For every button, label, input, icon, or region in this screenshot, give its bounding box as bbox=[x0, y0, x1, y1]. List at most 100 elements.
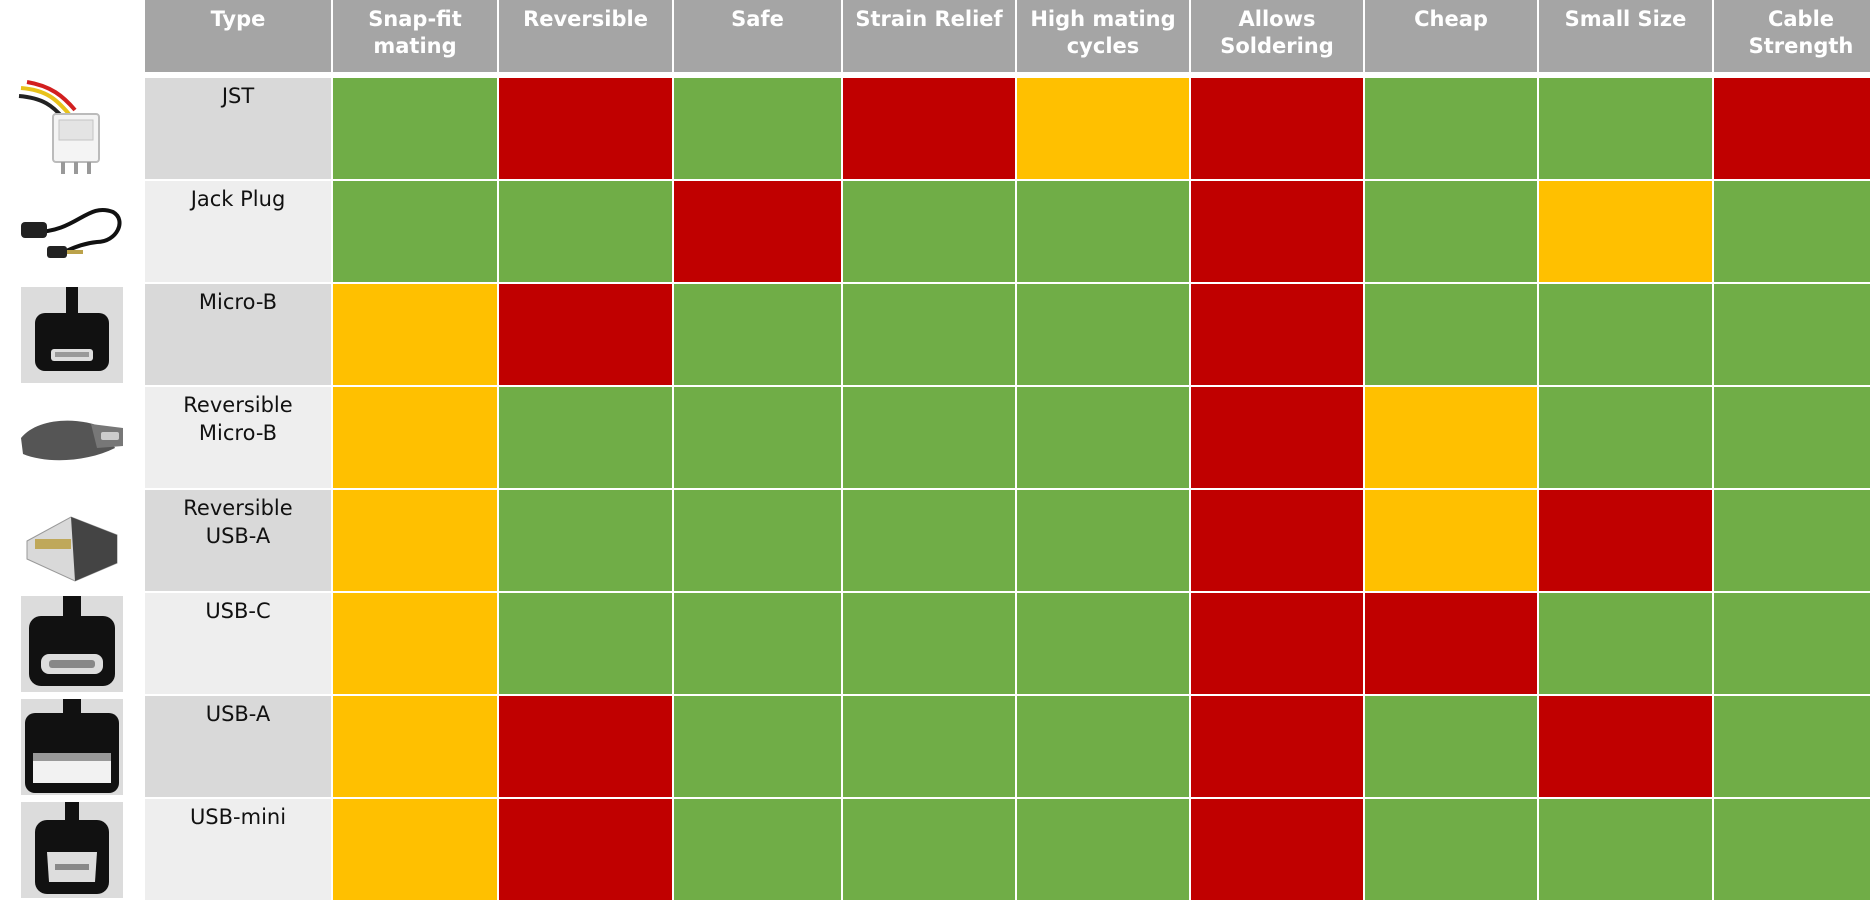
rating-cell-good bbox=[499, 490, 672, 591]
rating-cell-good bbox=[843, 387, 1015, 488]
rating-cell-good bbox=[1017, 284, 1189, 385]
rating-cell-ok bbox=[1365, 490, 1537, 591]
row-type-label: Reversible Micro-B bbox=[145, 387, 331, 488]
connector-thumbnail bbox=[0, 387, 143, 488]
rating-cell-good bbox=[843, 593, 1015, 694]
micro-b-connector-icon bbox=[20, 286, 123, 383]
rating-cell-ok bbox=[333, 387, 497, 488]
rating-cell-ok bbox=[1539, 181, 1712, 282]
column-header-cable-strength: Cable Strength bbox=[1714, 0, 1870, 76]
rating-cell-good bbox=[1714, 799, 1870, 900]
rating-cell-good bbox=[843, 490, 1015, 591]
row-type-label: USB-mini bbox=[145, 799, 331, 900]
rating-cell-good bbox=[499, 593, 672, 694]
rating-cell-good bbox=[674, 799, 841, 900]
usb-a-connector-icon bbox=[20, 698, 123, 795]
rating-cell-good bbox=[1714, 387, 1870, 488]
rating-cell-good bbox=[1714, 593, 1870, 694]
rating-cell-bad bbox=[499, 696, 672, 797]
rating-cell-ok bbox=[1365, 387, 1537, 488]
rating-cell-bad bbox=[1191, 593, 1363, 694]
connector-thumbnail bbox=[0, 696, 143, 797]
column-header-snap-fit-mating: Snap-fit mating bbox=[333, 0, 497, 76]
rating-cell-good bbox=[1539, 387, 1712, 488]
rating-cell-bad bbox=[1191, 490, 1363, 591]
rating-cell-bad bbox=[843, 78, 1015, 179]
row-type-label: JST bbox=[145, 78, 331, 179]
rating-cell-bad bbox=[499, 284, 672, 385]
connector-thumbnail bbox=[0, 284, 143, 385]
rating-cell-ok bbox=[333, 593, 497, 694]
rating-cell-good bbox=[1714, 284, 1870, 385]
rating-cell-good bbox=[333, 78, 497, 179]
rating-cell-good bbox=[674, 696, 841, 797]
rating-cell-good bbox=[674, 593, 841, 694]
rating-cell-good bbox=[843, 181, 1015, 282]
column-header-high-mating-cycles: High mating cycles bbox=[1017, 0, 1189, 76]
row-type-label: USB-C bbox=[145, 593, 331, 694]
row-type-label: Micro-B bbox=[145, 284, 331, 385]
rating-cell-good bbox=[1365, 696, 1537, 797]
column-header-type: Type bbox=[145, 0, 331, 76]
rating-cell-good bbox=[843, 799, 1015, 900]
rating-cell-ok bbox=[333, 799, 497, 900]
rating-cell-bad bbox=[674, 181, 841, 282]
rating-cell-bad bbox=[1714, 78, 1870, 179]
rating-cell-good bbox=[1017, 696, 1189, 797]
jst-connector-icon bbox=[17, 79, 127, 178]
rating-cell-bad bbox=[1191, 181, 1363, 282]
column-header-allows-soldering: Allows Soldering bbox=[1191, 0, 1363, 76]
rating-cell-good bbox=[674, 78, 841, 179]
rating-cell-good bbox=[1017, 593, 1189, 694]
rating-cell-good bbox=[1365, 181, 1537, 282]
rating-cell-bad bbox=[1365, 593, 1537, 694]
connector-thumbnail bbox=[0, 593, 143, 694]
column-header-reversible: Reversible bbox=[499, 0, 672, 76]
row-type-label: Jack Plug bbox=[145, 181, 331, 282]
row-type-label: USB-A bbox=[145, 696, 331, 797]
rating-cell-good bbox=[1365, 799, 1537, 900]
rating-cell-good bbox=[1714, 490, 1870, 591]
usb-mini-connector-icon bbox=[20, 801, 123, 898]
jack-plug-icon bbox=[17, 192, 127, 272]
rating-cell-ok bbox=[333, 696, 497, 797]
connector-thumbnail bbox=[0, 490, 143, 591]
rating-cell-bad bbox=[1539, 490, 1712, 591]
rating-cell-ok bbox=[333, 490, 497, 591]
rating-cell-good bbox=[1017, 799, 1189, 900]
rating-cell-good bbox=[1714, 696, 1870, 797]
column-header-small-size: Small Size bbox=[1539, 0, 1712, 76]
rating-cell-bad bbox=[1191, 284, 1363, 385]
rating-cell-good bbox=[1017, 387, 1189, 488]
rating-cell-good bbox=[843, 284, 1015, 385]
rating-cell-good bbox=[499, 181, 672, 282]
rating-cell-good bbox=[674, 387, 841, 488]
rating-cell-good bbox=[674, 284, 841, 385]
rating-cell-good bbox=[1017, 490, 1189, 591]
connector-thumbnail bbox=[0, 181, 143, 282]
rating-cell-ok bbox=[333, 284, 497, 385]
reversible-usb-a-connector-icon bbox=[17, 499, 127, 583]
rating-cell-bad bbox=[1191, 799, 1363, 900]
rating-cell-good bbox=[333, 181, 497, 282]
rating-cell-bad bbox=[1191, 387, 1363, 488]
rating-cell-good bbox=[674, 490, 841, 591]
usb-c-connector-icon bbox=[20, 595, 123, 692]
rating-cell-bad bbox=[1191, 696, 1363, 797]
column-header-strain-relief: Strain Relief bbox=[843, 0, 1015, 76]
connector-thumbnail bbox=[0, 78, 143, 179]
column-header-cheap: Cheap bbox=[1365, 0, 1537, 76]
row-type-label: Reversible USB-A bbox=[145, 490, 331, 591]
rating-cell-good bbox=[499, 387, 672, 488]
rating-cell-good bbox=[1017, 181, 1189, 282]
rating-cell-good bbox=[1539, 799, 1712, 900]
rating-cell-good bbox=[1714, 181, 1870, 282]
reversible-micro-b-connector-icon bbox=[17, 398, 127, 478]
rating-cell-bad bbox=[499, 799, 672, 900]
rating-cell-good bbox=[1539, 284, 1712, 385]
rating-cell-good bbox=[1539, 78, 1712, 179]
rating-cell-ok bbox=[1017, 78, 1189, 179]
corner-blank bbox=[0, 0, 143, 76]
connector-thumbnail bbox=[0, 799, 143, 900]
rating-cell-good bbox=[1365, 78, 1537, 179]
